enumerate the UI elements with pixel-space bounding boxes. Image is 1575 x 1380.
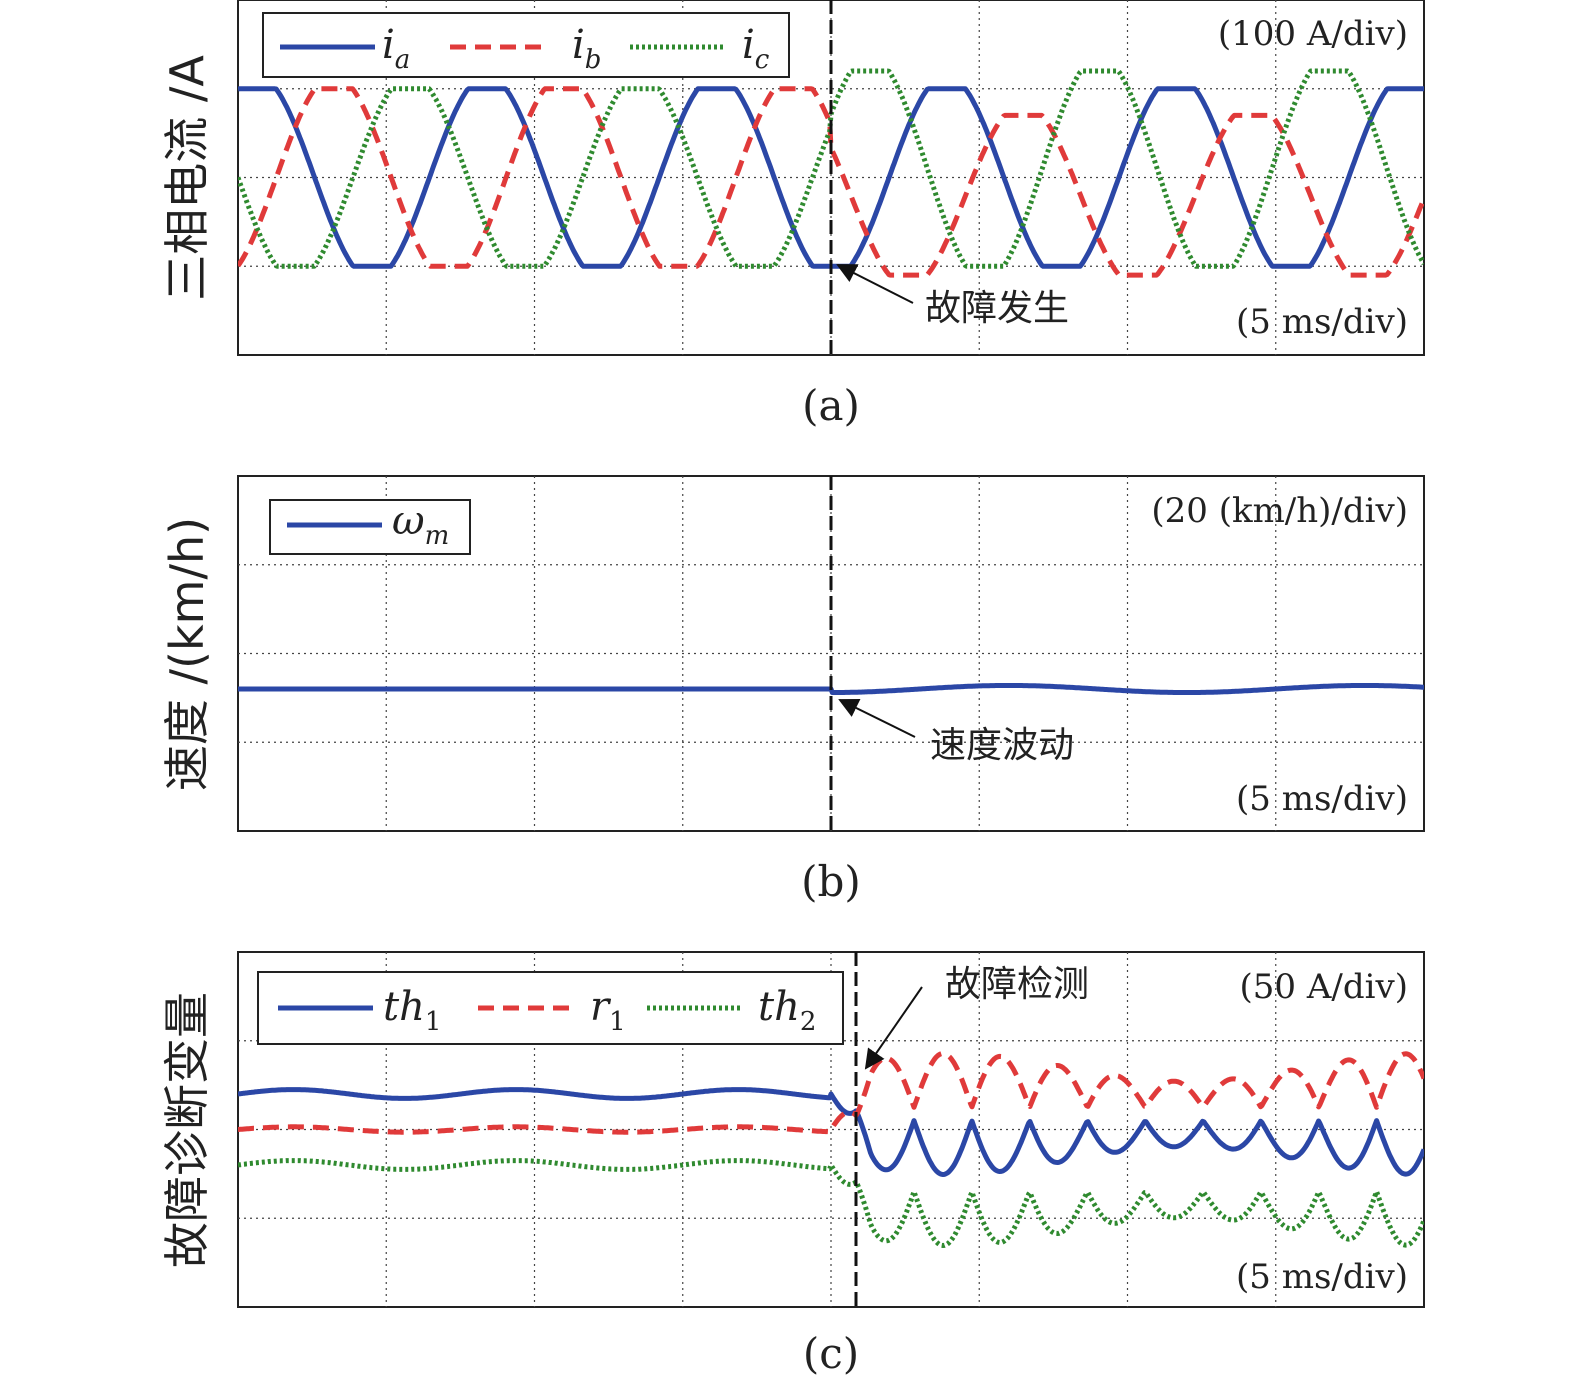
time-scale-label-c: (5 ms/div) — [1236, 1257, 1408, 1297]
grid-a — [238, 0, 1424, 355]
y-axis-label-c: 故障诊断变量 — [160, 992, 214, 1268]
y-axis-label-a: 三相电流 /A — [160, 55, 214, 301]
legend-c: th1 r1 th2 — [257, 971, 844, 1045]
legend-label-wm: ωm — [392, 498, 449, 551]
legend-b: ωm — [269, 498, 471, 555]
panel-b: ωm (20 (km/h)/div) (5 ms/div) 速度波动 速度 /(… — [160, 475, 1425, 906]
legend-label-r1: r1 — [590, 984, 626, 1037]
annotation-arrow-a — [836, 264, 914, 304]
annotation-arrow-c — [864, 986, 923, 1070]
y-axis-label-b: 速度 /(km/h) — [160, 517, 214, 791]
legend-label-th1: th1 — [383, 984, 441, 1037]
series-ic-line — [238, 68, 1424, 269]
annotation-c: 故障检测 — [945, 964, 1089, 1005]
series-r1-line — [238, 1051, 1424, 1135]
legend-label-ib: ib — [572, 22, 601, 75]
series-ib-line — [238, 86, 1424, 278]
panel-label-b: (b) — [801, 857, 861, 906]
scale-label-c: (50 A/div) — [1240, 967, 1408, 1007]
legend-label-th2: th2 — [758, 984, 816, 1037]
legend-label-ia: ia — [382, 22, 410, 75]
time-scale-label-b: (5 ms/div) — [1236, 779, 1408, 819]
panel-label-c: (c) — [803, 1329, 859, 1378]
panel-label-a: (a) — [802, 381, 860, 430]
series-group-c — [238, 1051, 1424, 1248]
grid-c — [238, 952, 1424, 1307]
scale-label-b: (20 (km/h)/div) — [1151, 491, 1408, 531]
legend-a: ia ib ic — [262, 12, 790, 78]
legend-label-ic: ic — [742, 22, 770, 75]
panel-c: th1 r1 th2 (50 A/div) (5 ms/div) 故障检测 故障… — [160, 951, 1425, 1378]
annotation-arrow-b — [838, 698, 916, 738]
annotation-b: 速度波动 — [930, 725, 1074, 766]
scale-label-a: (100 A/div) — [1218, 14, 1408, 54]
series-th1-line — [238, 1087, 1424, 1177]
grid-b — [238, 476, 1424, 831]
annotation-a: 故障发生 — [925, 288, 1069, 329]
time-scale-label-a: (5 ms/div) — [1236, 302, 1408, 342]
panel-a: ia ib ic (100 A/div) (5 ms/div) 故障发生 三相电… — [160, 0, 1425, 430]
series-th2-line — [238, 1158, 1424, 1248]
